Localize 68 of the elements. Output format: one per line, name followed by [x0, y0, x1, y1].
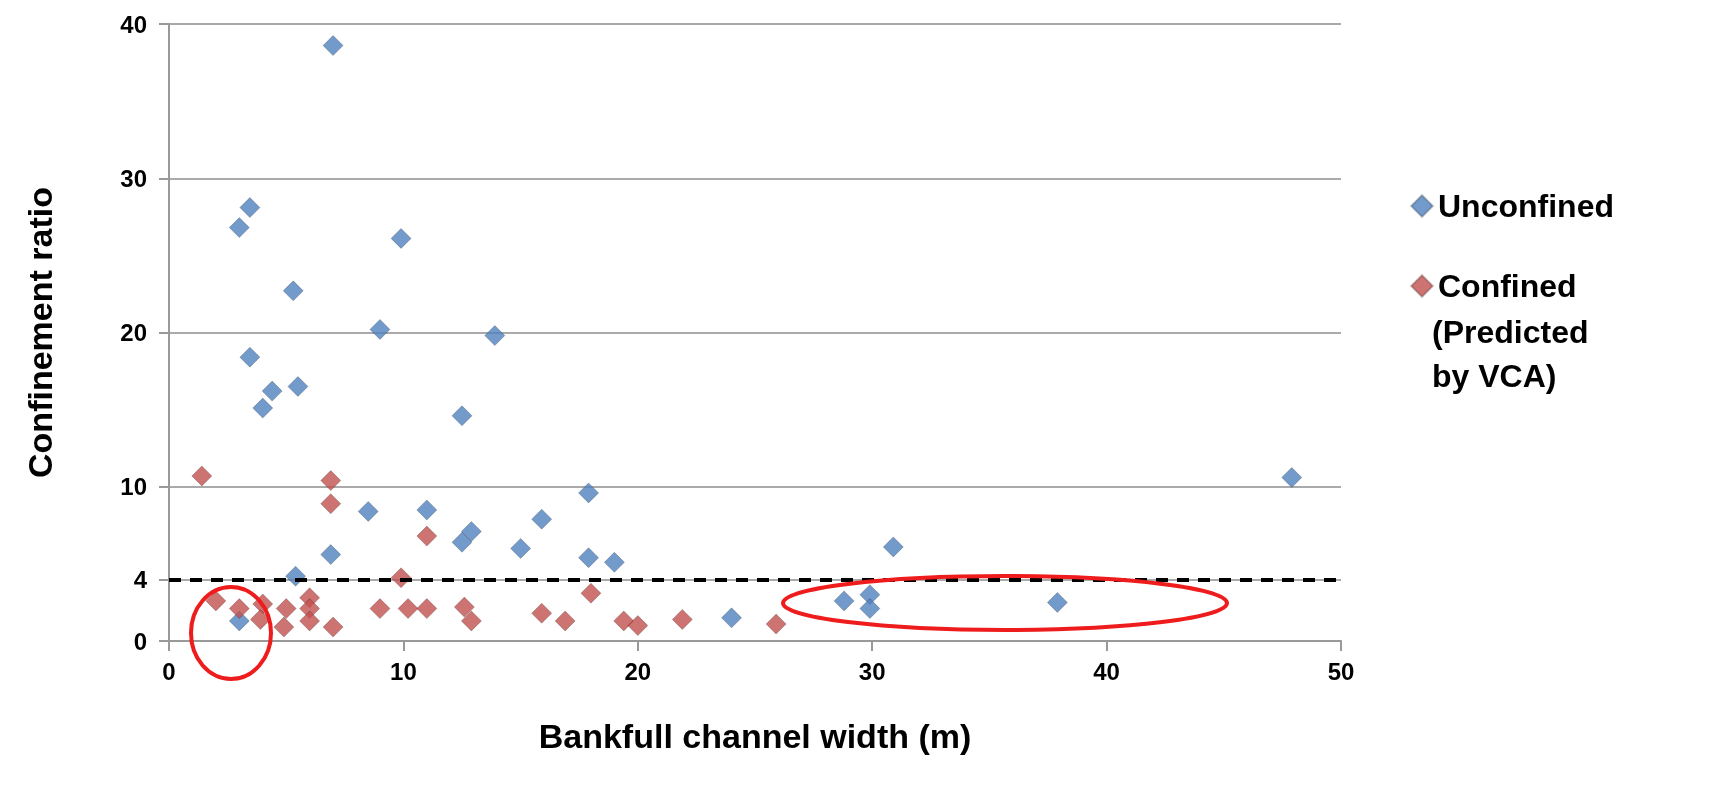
point [451, 531, 473, 553]
x-tick-label: 10 [390, 657, 417, 685]
point [627, 615, 649, 637]
point [531, 602, 553, 624]
point [416, 525, 438, 547]
point [322, 35, 344, 57]
x-axis-title: Bankfull channel width (m) [538, 717, 972, 755]
point [228, 217, 250, 239]
point [228, 598, 250, 620]
point [453, 596, 475, 618]
point [320, 493, 342, 515]
point [320, 470, 342, 492]
x-tick-label: 40 [1093, 657, 1120, 685]
legend-label: Confined [1438, 268, 1577, 304]
point [205, 590, 227, 612]
point [369, 598, 391, 620]
point [287, 375, 309, 397]
point [275, 598, 297, 620]
point [510, 537, 532, 559]
y-tick-label: 0 [133, 627, 147, 655]
point [191, 465, 213, 487]
point [578, 482, 600, 504]
point [397, 598, 419, 620]
point [531, 508, 553, 530]
point [252, 397, 274, 419]
point [882, 536, 904, 558]
point [578, 547, 600, 569]
point [451, 405, 473, 427]
point [859, 598, 881, 620]
point [460, 610, 482, 632]
point [554, 610, 576, 632]
point [1046, 591, 1068, 613]
point [357, 500, 379, 522]
point [580, 582, 602, 604]
point [390, 227, 412, 249]
x-tick-label: 30 [858, 657, 886, 685]
point [299, 610, 321, 632]
point [239, 346, 261, 368]
point [671, 608, 693, 630]
point [833, 590, 855, 612]
point [613, 610, 635, 632]
x-tick-label: 50 [1327, 657, 1355, 685]
point [282, 280, 304, 302]
point [249, 608, 271, 630]
y-tick-label: 30 [120, 164, 147, 192]
x-tick-label: 0 [162, 657, 176, 685]
point [273, 616, 295, 638]
y-tick-label: 20 [120, 319, 147, 346]
point [721, 607, 743, 629]
point [484, 325, 506, 347]
point [239, 197, 261, 219]
text: (Predicted by VCA) [1432, 314, 1598, 394]
legend-label: Unconfined [1438, 188, 1614, 224]
point [603, 551, 625, 573]
point [416, 499, 438, 521]
point [369, 318, 391, 340]
point [416, 598, 438, 620]
point [320, 544, 342, 566]
point [1281, 466, 1303, 488]
y-tick-label: 10 [120, 473, 147, 501]
point [765, 613, 787, 635]
point [460, 520, 482, 542]
y-tick-label: 40 [120, 10, 147, 38]
x-tick-label: 20 [624, 657, 652, 685]
y-tick-label: 4 [133, 565, 148, 593]
y-axis-title: Confinement ratio [21, 187, 59, 478]
point [261, 380, 283, 402]
point [322, 616, 344, 638]
